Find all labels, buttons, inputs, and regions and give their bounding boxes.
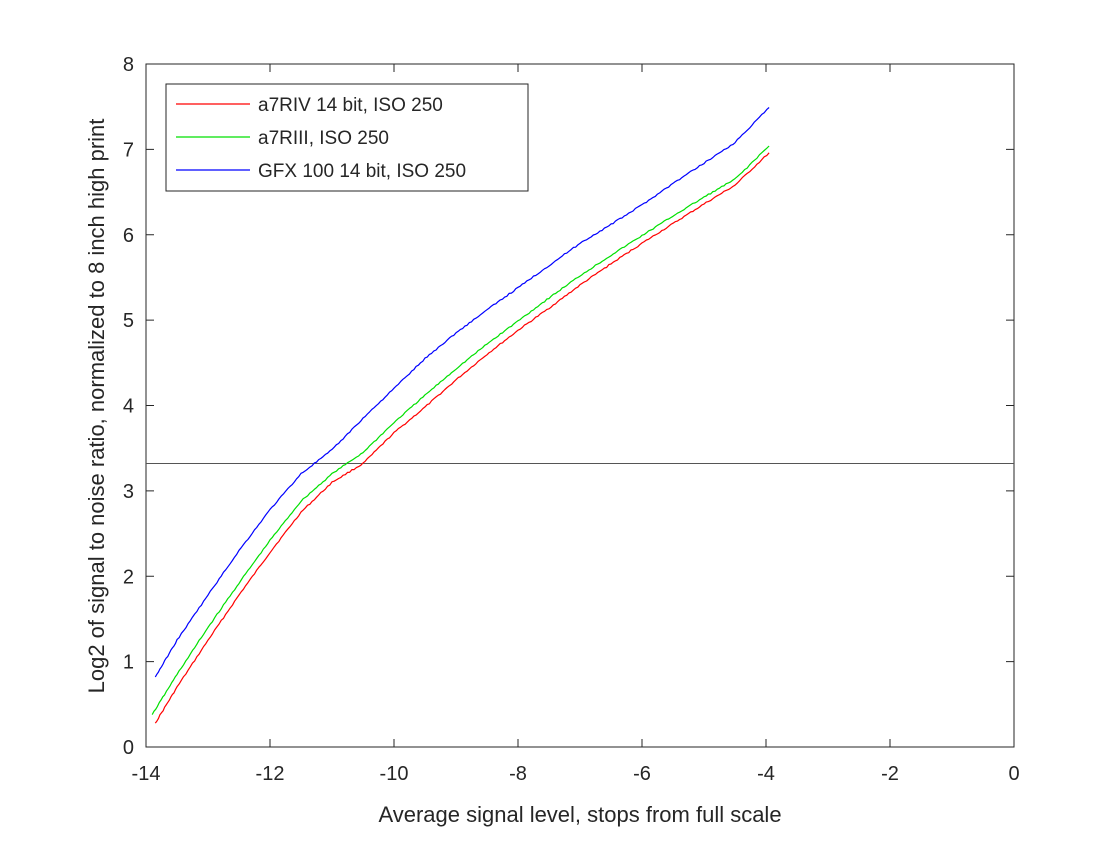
x-tick-label: -4 (757, 763, 775, 785)
x-tick-label: -10 (380, 763, 409, 785)
y-tick-label: 2 (123, 566, 134, 588)
y-tick-label: 1 (123, 652, 134, 674)
series-line-1 (154, 152, 770, 724)
x-axis-title: Average signal level, stops from full sc… (378, 802, 781, 827)
legend: a7RIV 14 bit, ISO 250 a7RIII, ISO 250 GFX … (165, 83, 529, 192)
series-line-2 (151, 145, 770, 715)
y-tick-label: 0 (123, 737, 134, 759)
x-tick-label: 0 (1008, 763, 1019, 785)
x-tick-label: -8 (509, 763, 527, 785)
y-tick-label: 3 (123, 481, 134, 503)
legend-label: a7RIII, ISO 250 (258, 128, 389, 149)
x-tick-label: -14 (132, 763, 161, 785)
legend-label: GFX 100 14 bit, ISO 250 (258, 161, 466, 182)
legend-label: a7RIV 14 bit, ISO 250 (258, 95, 443, 116)
x-tick-label: -2 (881, 763, 899, 785)
x-tick-label: -6 (633, 763, 651, 785)
tick-layer: -14 -12 -10 -8 -6 -4 -2 0 0 1 2 3 4 5 6 7 8 (123, 54, 1020, 785)
series-line-3 (154, 107, 770, 678)
y-tick-label: 5 (123, 310, 134, 332)
y-tick-label: 8 (123, 54, 134, 76)
y-tick-label: 6 (123, 225, 134, 247)
y-tick-label: 7 (123, 139, 134, 161)
y-axis-title: Log2 of signal to noise ratio, normalize… (84, 119, 109, 694)
y-tick-label: 4 (123, 396, 134, 418)
x-tick-label: -12 (256, 763, 285, 785)
